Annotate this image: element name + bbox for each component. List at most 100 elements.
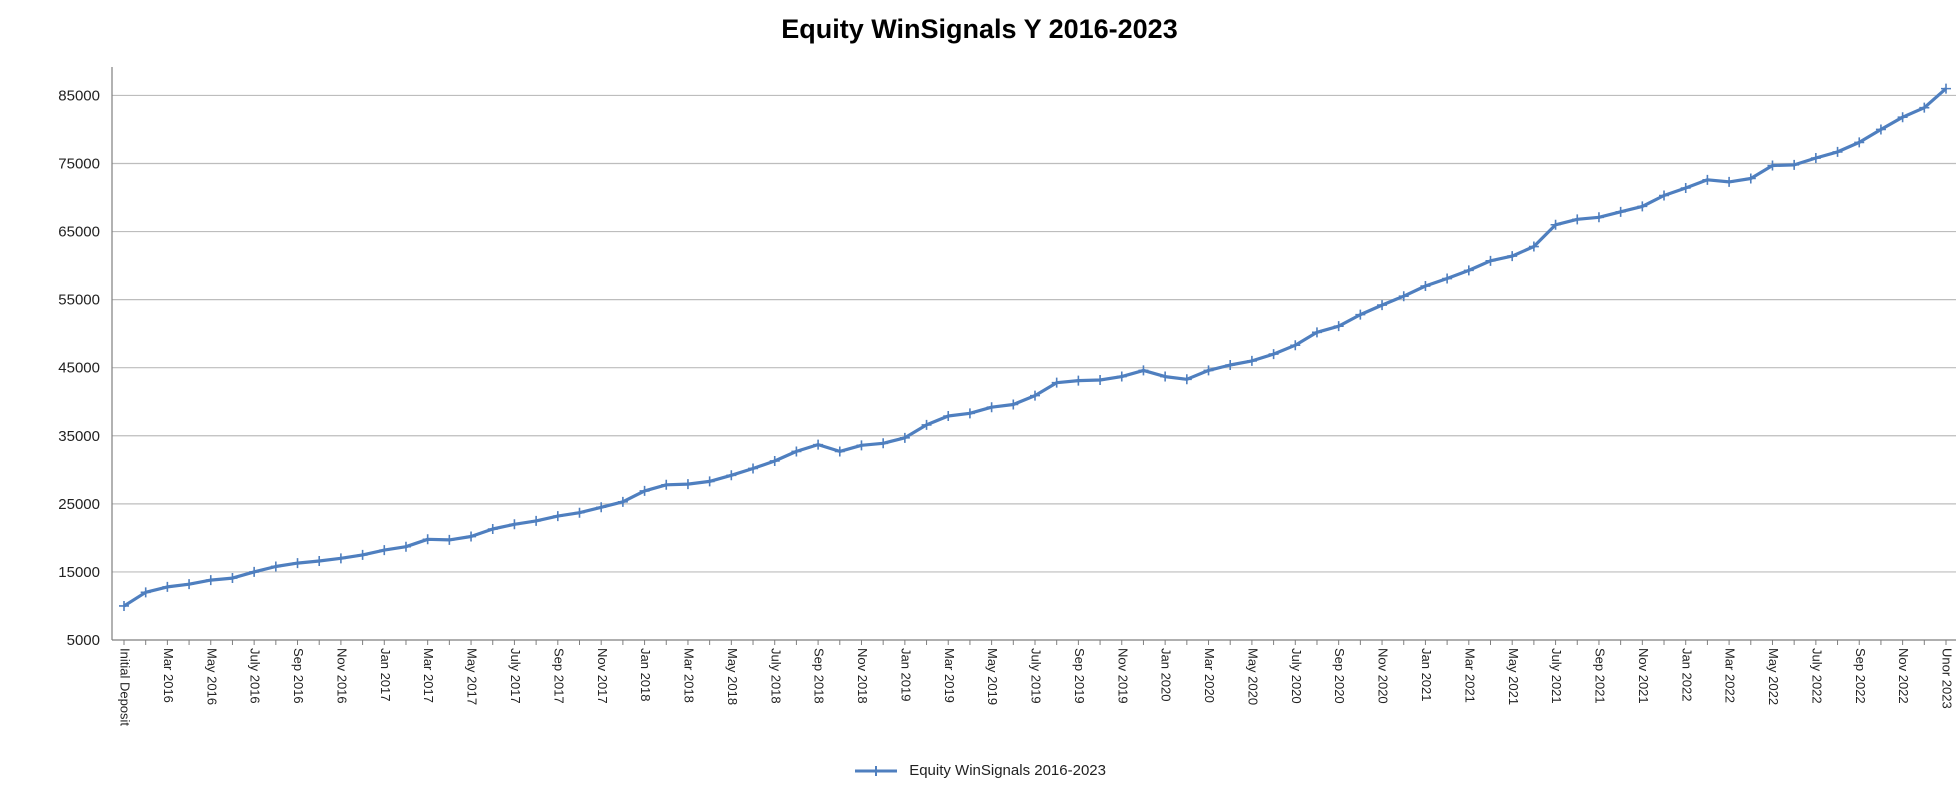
- data-point: [1355, 309, 1366, 320]
- x-tick-label: Mar 2018: [682, 648, 697, 703]
- x-tick-label: Nov 2021: [1636, 648, 1651, 704]
- data-point: [1246, 355, 1257, 366]
- data-point: [444, 534, 455, 545]
- x-tick-label: Jan 2022: [1679, 648, 1694, 702]
- x-tick-label: Jan 2017: [378, 648, 393, 702]
- data-point: [1181, 374, 1192, 385]
- data-point: [422, 534, 433, 545]
- x-tick-label: July 2022: [1809, 648, 1824, 704]
- data-point: [769, 455, 780, 466]
- data-point: [1333, 321, 1344, 332]
- y-tick-label: 85000: [58, 87, 100, 104]
- data-point: [1420, 281, 1431, 292]
- x-tick-label: Mar 2022: [1723, 648, 1738, 703]
- data-point: [487, 524, 498, 535]
- data-point: [1268, 349, 1279, 360]
- data-point: [661, 479, 672, 490]
- data-point: [205, 575, 216, 586]
- data-point: [1659, 190, 1670, 201]
- x-tick-label: Mar 2020: [1202, 648, 1217, 703]
- data-point: [1767, 160, 1778, 171]
- data-point: [1875, 124, 1886, 135]
- x-tick-label: Sep 2020: [1332, 648, 1347, 704]
- x-tick-label: Nov 2020: [1376, 648, 1391, 704]
- data-point: [509, 519, 520, 530]
- data-point: [249, 566, 260, 577]
- x-tick-label: Nov 2017: [595, 648, 610, 704]
- data-point: [596, 502, 607, 513]
- data-point: [227, 573, 238, 584]
- x-tick-label: Mar 2017: [421, 648, 436, 703]
- data-point: [314, 556, 325, 567]
- x-tick-label: Nov 2022: [1896, 648, 1911, 704]
- data-point: [400, 541, 411, 552]
- data-point: [140, 587, 151, 598]
- data-point: [531, 515, 542, 526]
- data-point: [574, 507, 585, 518]
- x-tick-label: Sep 2016: [291, 648, 306, 704]
- data-point: [617, 496, 628, 507]
- x-tick-label: Initial Deposit: [118, 648, 133, 726]
- data-point: [1637, 201, 1648, 212]
- y-tick-label: 5000: [67, 632, 100, 649]
- data-point: [1572, 214, 1583, 225]
- x-tick-label: Jan 2018: [638, 648, 653, 702]
- data-point: [1095, 374, 1106, 385]
- data-point: [986, 402, 997, 413]
- x-tick-label: May 2018: [725, 648, 740, 705]
- data-point: [1680, 183, 1691, 193]
- data-point: [1528, 241, 1539, 252]
- legend-label: Equity WinSignals 2016-2023: [909, 762, 1106, 779]
- data-point: [1160, 371, 1171, 382]
- data-point: [552, 511, 563, 522]
- legend-line-marker-icon: [855, 766, 898, 777]
- data-point: [1030, 390, 1040, 401]
- data-point: [1442, 273, 1453, 284]
- data-point: [834, 446, 845, 457]
- data-point: [162, 581, 173, 592]
- data-point: [1051, 377, 1062, 388]
- x-tick-label: Sep 2022: [1853, 648, 1868, 704]
- x-tick-label: Jan 2021: [1419, 648, 1434, 702]
- data-point: [119, 600, 129, 611]
- data-point: [856, 440, 867, 451]
- data-point: [1008, 399, 1019, 410]
- x-tick-label: Sep 2021: [1593, 648, 1608, 704]
- x-tick-label: July 2017: [508, 648, 523, 704]
- data-point: [1550, 219, 1561, 230]
- y-tick-label: 55000: [58, 292, 100, 309]
- data-point: [964, 408, 975, 419]
- data-point: [1203, 365, 1214, 376]
- data-point: [1919, 102, 1930, 113]
- data-point: [704, 476, 715, 487]
- data-point: [1615, 206, 1626, 217]
- data-point: [1702, 174, 1713, 185]
- data-point: [1789, 159, 1800, 170]
- data-point: [1832, 146, 1843, 157]
- x-tick-label: Jan 2020: [1159, 648, 1174, 702]
- x-tick-label: Mar 2019: [942, 648, 957, 703]
- data-point: [184, 579, 195, 590]
- data-point: [1897, 112, 1908, 123]
- y-tick-label: 45000: [58, 360, 100, 377]
- data-point: [682, 479, 693, 490]
- data-point: [1941, 83, 1951, 94]
- x-tick-label: Mar 2021: [1462, 648, 1477, 703]
- x-tick-label: July 2021: [1549, 648, 1564, 704]
- data-point: [292, 558, 303, 569]
- data-point: [1854, 137, 1865, 148]
- data-point: [899, 432, 910, 443]
- x-tick-label: May 2022: [1766, 648, 1781, 705]
- y-tick-label: 75000: [58, 155, 100, 172]
- x-tick-label: May 2017: [465, 648, 480, 705]
- data-point: [921, 419, 932, 430]
- series-line: [123, 87, 1948, 608]
- data-point: [335, 553, 346, 564]
- data-point: [1116, 371, 1127, 382]
- data-point: [726, 470, 737, 481]
- y-tick-label: 65000: [58, 224, 100, 241]
- data-point: [357, 549, 368, 560]
- data-point: [270, 561, 281, 572]
- x-tick-label: Sep 2019: [1072, 648, 1087, 704]
- data-point: [878, 438, 889, 449]
